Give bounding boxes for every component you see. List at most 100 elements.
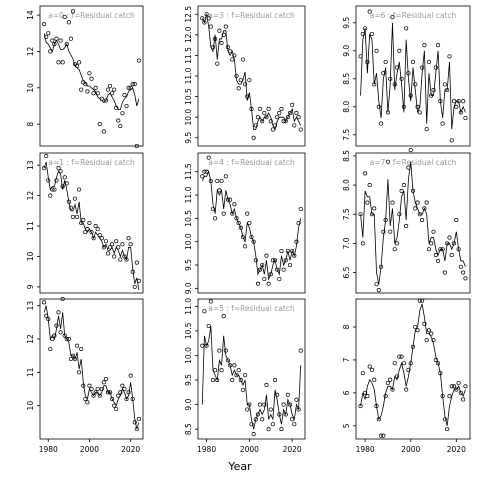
data-point (120, 111, 125, 116)
data-point (52, 187, 57, 192)
data-point (401, 183, 406, 188)
data-point (438, 371, 443, 376)
data-point (449, 253, 454, 258)
data-point (283, 258, 288, 263)
y-tick-label: 7.5 (342, 208, 351, 220)
data-point (272, 123, 278, 128)
data-point (290, 248, 295, 254)
data-point (431, 229, 436, 234)
data-point (431, 87, 436, 93)
data-point (136, 58, 141, 63)
data-point (426, 328, 432, 333)
data-point (283, 119, 288, 124)
data-point (114, 105, 119, 110)
data-point (85, 400, 90, 405)
data-point (433, 253, 438, 258)
data-point (110, 396, 115, 402)
data-point (463, 384, 468, 389)
data-point (372, 377, 377, 382)
panel-frame (355, 298, 471, 440)
data-point (253, 258, 258, 263)
data-point (75, 214, 80, 219)
data-point (255, 281, 260, 286)
data-point (298, 127, 303, 132)
data-point (116, 118, 121, 123)
data-point (245, 407, 250, 412)
observed-points (200, 12, 303, 140)
data-point (383, 59, 388, 65)
data-point (424, 338, 429, 343)
panel-2: a=3 : f=Residual catch 9.5 10.0 10.5 11.0 11.… (184, 5, 306, 147)
observed-points (42, 296, 141, 432)
observed-points (200, 155, 303, 286)
data-point (258, 106, 263, 111)
data-point (42, 300, 47, 305)
data-point (52, 42, 57, 47)
observed-points (358, 298, 468, 438)
data-point (247, 78, 252, 83)
panel-title: a=5 : f=Residual catch (208, 304, 295, 313)
data-point (369, 367, 375, 372)
data-point (456, 247, 461, 252)
data-point (48, 193, 53, 198)
data-point (46, 178, 51, 183)
fitted-line (360, 303, 466, 426)
data-point (42, 166, 47, 171)
data-point (440, 394, 445, 399)
fitted-line (43, 162, 140, 291)
data-point (388, 76, 393, 81)
data-point (260, 262, 265, 268)
data-point (221, 314, 226, 319)
data-point (89, 386, 94, 392)
data-point (223, 174, 228, 179)
data-point (388, 229, 393, 234)
data-point (48, 49, 53, 54)
data-point (46, 31, 51, 36)
x-tick-label: 2000 (80, 445, 99, 454)
data-point (436, 43, 441, 48)
data-point (101, 380, 106, 385)
y-tick-label: 8 (26, 122, 35, 127)
data-point (392, 82, 397, 87)
data-point (456, 380, 461, 386)
data-point (101, 245, 106, 250)
data-point (397, 354, 402, 359)
data-point (296, 407, 301, 412)
data-point (234, 373, 239, 378)
data-point (385, 380, 390, 386)
data-point (440, 247, 445, 252)
data-point (66, 20, 71, 25)
x-tick-label: 2000 (240, 445, 259, 454)
data-point (81, 383, 86, 388)
data-point (360, 371, 365, 376)
data-point (62, 175, 67, 180)
data-point (358, 54, 363, 59)
data-point (417, 298, 422, 303)
data-point (426, 59, 432, 65)
data-point (415, 104, 420, 109)
data-point (54, 323, 59, 328)
data-point (422, 43, 427, 48)
observed-points (42, 9, 141, 149)
y-tick-label: 6 (342, 390, 351, 395)
fitted-line (360, 22, 466, 130)
y-tick-label: 9.5 (184, 259, 193, 271)
data-point (390, 15, 395, 20)
data-point (270, 422, 275, 427)
panel-title: a=4 : f=Residual catch (208, 158, 295, 167)
y-tick-label: 5 (342, 423, 351, 428)
data-point (379, 264, 384, 269)
data-point (245, 211, 250, 216)
data-point (225, 358, 231, 363)
data-point (62, 333, 67, 338)
panel-5: a=4 : f=Residual catch 9.0 9.5 10.0 10.5 11.0… (184, 152, 306, 294)
data-point (202, 20, 207, 25)
data-point (367, 364, 372, 369)
data-point (417, 212, 422, 217)
data-point (75, 63, 80, 69)
data-point (62, 14, 67, 19)
data-point (215, 61, 220, 66)
data-point (281, 119, 286, 124)
panel-title: a=7 : f=Residual catch (370, 158, 457, 167)
data-point (410, 59, 416, 65)
